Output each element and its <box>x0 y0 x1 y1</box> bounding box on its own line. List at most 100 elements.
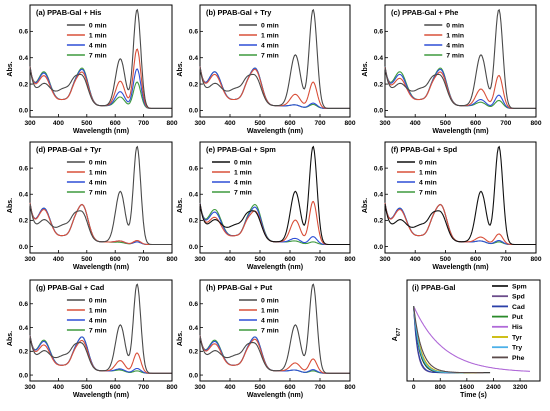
legend-entry: 4 min <box>419 179 437 186</box>
x-tick-label: 400 <box>224 256 235 263</box>
x-tick-label: 600 <box>110 256 121 263</box>
series-line-0-min <box>29 8 172 109</box>
legend-entry: 1 min <box>419 169 437 176</box>
y-tick-label: 0.0 <box>19 108 28 115</box>
series-line-0-min <box>384 145 536 246</box>
x-tick-label: 1600 <box>460 384 475 391</box>
legend-entry: 0 min <box>261 22 279 29</box>
legend-entry: 7 min <box>89 189 107 196</box>
legend-entry: 4 min <box>234 179 252 186</box>
panel-title: (d) PPAB-Gal + Tyr <box>36 145 101 154</box>
x-tick-label: 800 <box>344 256 355 263</box>
series-line-1-min <box>199 66 350 109</box>
legend-entry: 4 min <box>261 317 279 324</box>
series-line-1-min <box>384 202 536 246</box>
y-tick-label: 0.6 <box>374 165 383 172</box>
y-tick-label: 0.6 <box>19 29 28 36</box>
x-tick-label: 300 <box>24 384 35 391</box>
x-tick-label: 400 <box>53 120 64 127</box>
y-tick-label: 0.0 <box>189 372 198 379</box>
panel-a: 300 400 500 600 700 800 0.0 0.2 0.4 0.6 Wavelength… <box>7 4 178 135</box>
y-tick-label: 0.4 <box>374 55 383 62</box>
x-tick-label: 700 <box>314 384 325 391</box>
x-tick-label: 600 <box>284 384 295 391</box>
x-tick-label: 700 <box>314 256 325 263</box>
series-line-4-min <box>384 66 536 109</box>
y-axis-label: Abs. <box>362 61 369 76</box>
panel-title: (g) PPAB-Gal + Cad <box>36 283 105 292</box>
panel-title: (f) PPAB-Gal + Spd <box>391 145 458 154</box>
x-axis-label: Wavelength (nm) <box>73 392 129 399</box>
legend-entry: 0 min <box>446 22 464 29</box>
y-tick-label: 0.2 <box>374 218 383 225</box>
x-tick-label: 300 <box>379 256 390 263</box>
legend-entry: 7 min <box>261 52 279 59</box>
y-tick-label: 0.0 <box>189 244 198 251</box>
y-tick-label: 0.6 <box>189 29 198 36</box>
x-tick-label: 500 <box>440 120 451 127</box>
legend-entry: 1 min <box>261 307 279 314</box>
legend-entry: Put <box>512 314 524 321</box>
y-tick-label: 0.2 <box>19 349 28 356</box>
y-axis-label: Abs. <box>177 331 184 346</box>
x-tick-label: 400 <box>53 384 64 391</box>
x-tick-label: 600 <box>470 256 481 263</box>
series-line-0-min <box>29 283 172 374</box>
x-tick-label: 600 <box>110 120 121 127</box>
legend-entry: 4 min <box>89 179 107 186</box>
series-line-Tyr <box>413 306 477 374</box>
series-line-1-min <box>29 202 172 246</box>
y-axis-label: Abs. <box>7 61 14 76</box>
legend-entry: 1 min <box>261 32 279 39</box>
x-tick-label: 500 <box>254 384 265 391</box>
panel-e: 300 400 500 600 700 800 0.0 0.2 0.4 0.6 Wavelength… <box>177 141 356 271</box>
x-tick-label: 400 <box>53 256 64 263</box>
x-tick-label: 500 <box>81 256 92 263</box>
panel-title: (h) PPAB-Gal + Put <box>206 283 273 292</box>
x-axis-label: Wavelength (nm) <box>73 128 129 135</box>
y-axis-label: Abs. <box>7 198 14 213</box>
x-tick-label: 800 <box>435 384 446 391</box>
plot-frame <box>29 4 173 118</box>
series-line-1-min <box>199 335 350 374</box>
x-tick-label: 700 <box>500 120 511 127</box>
legend-entry: 0 min <box>89 297 107 304</box>
x-tick-label: 700 <box>500 256 511 263</box>
y-tick-label: 0.2 <box>374 81 383 88</box>
series-line-4-min <box>199 203 350 246</box>
series-line-0-min <box>199 145 350 246</box>
series-line-0-min <box>199 8 350 109</box>
legend-entry: Tyr <box>512 334 522 341</box>
panel-title: (c) PPAB-Gal + Phe <box>391 8 458 17</box>
panel-b: 300 400 500 600 700 800 0.0 0.2 0.4 0.6 Wavelength… <box>177 4 356 135</box>
y-tick-label: 0.0 <box>189 108 198 115</box>
x-tick-label: 800 <box>166 120 177 127</box>
legend-entry: Phe <box>512 355 525 362</box>
legend-entry: Try <box>512 345 522 352</box>
panel-title: (i) PPAB-Gal <box>412 283 455 292</box>
legend-entry: 0 min <box>419 159 437 166</box>
plot-frame <box>199 279 351 382</box>
legend-entry: 7 min <box>446 52 464 59</box>
panel-d: 300 400 500 600 700 800 0.0 0.2 0.4 0.6 Wavelength… <box>7 141 178 271</box>
y-tick-label: 0.4 <box>19 55 28 62</box>
x-tick-label: 0 <box>412 384 416 391</box>
series-line-0-min <box>199 283 350 374</box>
series-line-Cad <box>413 306 471 374</box>
y-tick-label: 0.4 <box>189 55 198 62</box>
y-axis-label: Abs. <box>362 198 369 213</box>
x-tick-label: 300 <box>194 384 205 391</box>
series-line-Spd <box>413 306 477 374</box>
y-tick-label: 0.4 <box>19 325 28 332</box>
y-tick-label: 0.0 <box>374 244 383 251</box>
x-tick-label: 800 <box>530 120 541 127</box>
y-tick-label: 0.6 <box>189 301 198 308</box>
legend-entry: 0 min <box>89 159 107 166</box>
x-tick-label: 400 <box>224 120 235 127</box>
legend-entry: 7 min <box>234 189 252 196</box>
x-axis-label: Wavelength (nm) <box>432 264 488 271</box>
x-axis-label: Time (s) <box>460 392 487 399</box>
panel-title: (b) PPAB-Gal + Try <box>206 8 272 17</box>
legend-entry: 7 min <box>261 327 279 334</box>
